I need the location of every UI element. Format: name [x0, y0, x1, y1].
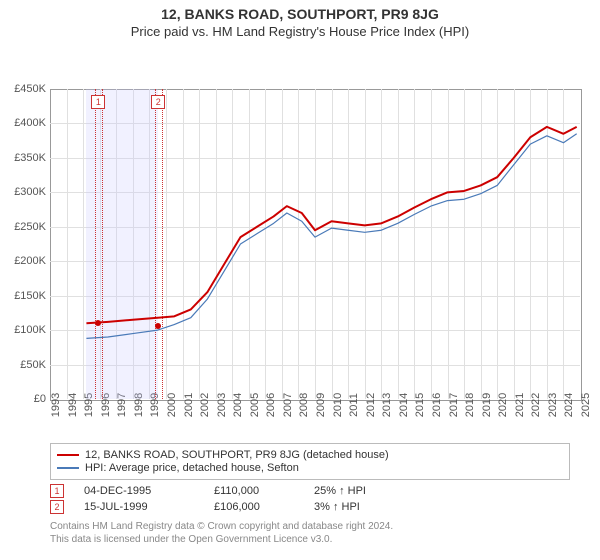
footer-line-1: Contains HM Land Registry data © Crown c…	[50, 520, 570, 533]
legend-swatch	[57, 467, 79, 468]
sales-table: 1 04-DEC-1995 £110,000 25% ↑ HPI 2 15-JUL-199…	[50, 484, 570, 514]
legend-swatch	[57, 454, 79, 456]
sale-marker-inline: 2	[50, 500, 64, 514]
sale-price: £110,000	[214, 485, 294, 497]
sale-row: 1 04-DEC-1995 £110,000 25% ↑ HPI	[50, 484, 570, 498]
sale-date: 15-JUL-1999	[84, 501, 194, 513]
series-hpi	[0, 39, 600, 439]
footer-line-2: This data is licensed under the Open Gov…	[50, 533, 570, 546]
legend-label: HPI: Average price, detached house, Seft…	[85, 462, 299, 474]
sale-vs-hpi: 25% ↑ HPI	[314, 485, 366, 497]
footer: Contains HM Land Registry data © Crown c…	[50, 520, 570, 546]
legend-label: 12, BANKS ROAD, SOUTHPORT, PR9 8JG (deta…	[85, 449, 389, 461]
sale-marker-inline: 1	[50, 484, 64, 498]
sale-row: 2 15-JUL-1999 £106,000 3% ↑ HPI	[50, 500, 570, 514]
legend-item: 12, BANKS ROAD, SOUTHPORT, PR9 8JG (deta…	[57, 449, 563, 461]
price-chart: £0£50K£100K£150K£200K£250K£300K£350K£400…	[0, 39, 600, 439]
sale-dot	[155, 323, 161, 329]
title-line-1: 12, BANKS ROAD, SOUTHPORT, PR9 8JG	[0, 6, 600, 22]
title-line-2: Price paid vs. HM Land Registry's House …	[0, 24, 600, 39]
legend: 12, BANKS ROAD, SOUTHPORT, PR9 8JG (deta…	[50, 443, 570, 480]
sale-date: 04-DEC-1995	[84, 485, 194, 497]
sale-price: £106,000	[214, 501, 294, 513]
sale-vs-hpi: 3% ↑ HPI	[314, 501, 360, 513]
sale-dot	[95, 320, 101, 326]
legend-item: HPI: Average price, detached house, Seft…	[57, 462, 563, 474]
